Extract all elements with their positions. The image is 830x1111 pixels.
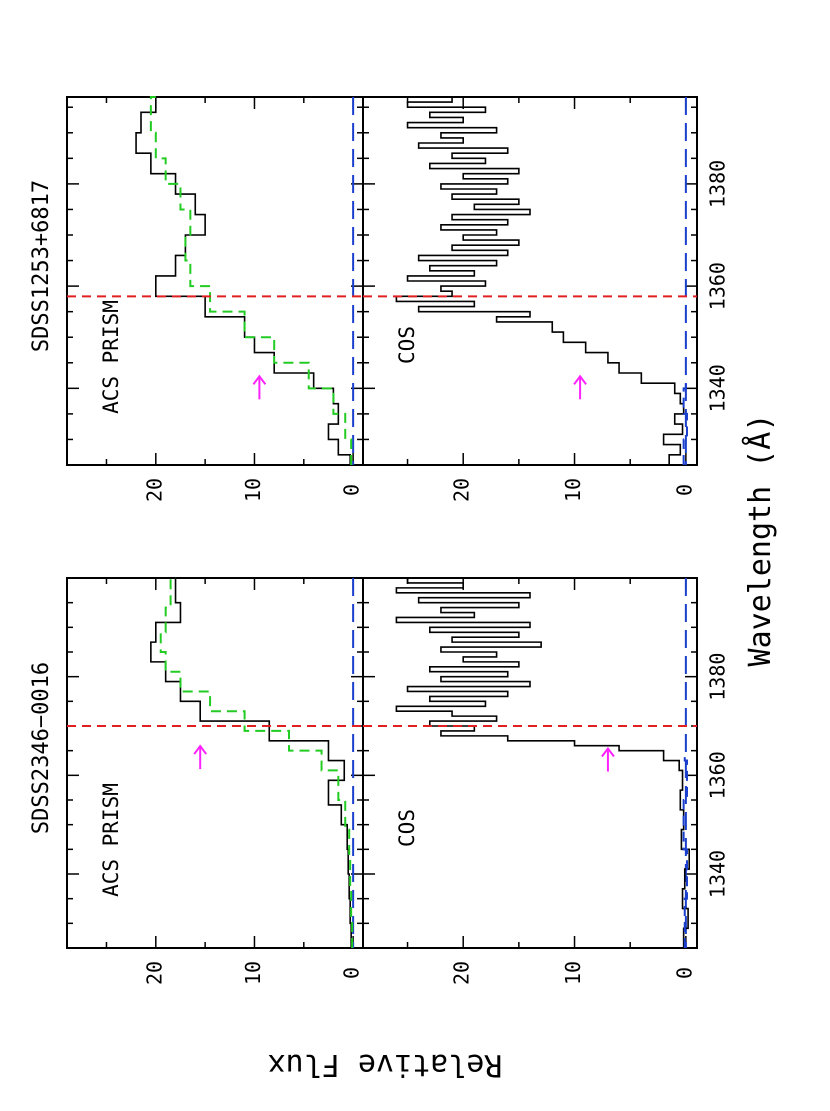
y-tick-label: 20	[450, 478, 474, 502]
arrow-marker	[193, 744, 207, 770]
y-tick-label: 0	[340, 967, 364, 979]
arrow-head	[252, 374, 267, 385]
panel-sdss2346_acs: 0 10 20 ACS PRISM SDSS2346−0016	[29, 577, 364, 985]
x-tick-label: 1380	[706, 160, 730, 208]
series-error	[682, 383, 688, 465]
x-tick-label: 1360	[706, 751, 730, 799]
y-tick-label: 10	[561, 961, 585, 985]
y-tick-label: 10	[241, 961, 265, 985]
y-tick-label: 0	[340, 484, 364, 496]
arrow-marker	[601, 746, 615, 772]
arrow-marker	[252, 374, 267, 400]
x-tick-label: 1380	[706, 653, 730, 701]
arrow-marker	[573, 374, 587, 400]
y-tick-label: 10	[241, 478, 265, 502]
panel-label: COS	[395, 326, 419, 364]
arrow-head	[573, 374, 587, 385]
arrow-head	[601, 746, 615, 758]
x-axis-label: Wavelength (Å)	[742, 414, 778, 667]
panel-label: ACS PRISM	[99, 783, 123, 897]
y-tick-label: 10	[561, 478, 585, 502]
panel-frame	[362, 577, 698, 949]
y-axis-label: Relative Flux	[268, 1047, 503, 1082]
x-tick-label: 1360	[706, 262, 730, 310]
object-title: SDSS1253+6817	[29, 180, 54, 352]
panels: 0 10 20 ACS PRISM SDSS2346−0016 0 10 20 1340 1360…	[29, 96, 730, 985]
y-tick-label: 20	[450, 961, 474, 985]
axis-labels: Relative Flux Wavelength (Å)	[268, 414, 778, 1082]
y-tick-label: 20	[142, 961, 166, 985]
series-model	[159, 577, 354, 948]
series-cos	[395, 577, 691, 948]
panel-frame	[362, 96, 698, 466]
series-model	[149, 96, 353, 465]
x-tick-label: 1340	[706, 850, 730, 898]
y-tick-label: 0	[672, 484, 696, 496]
panel-sdss1253_acs: 0 10 20 ACS PRISM SDSS1253+6817	[29, 96, 364, 502]
panel-sdss2346_cos: 0 10 20 1340 1360 1380 COS	[362, 577, 730, 985]
series-acs-prism	[135, 96, 351, 465]
panel-label: ACS PRISM	[99, 300, 123, 414]
x-tick-label: 1340	[706, 364, 730, 412]
y-tick-label: 20	[142, 478, 166, 502]
series-cos	[395, 96, 685, 465]
y-tick-label: 0	[672, 967, 696, 979]
series-error	[682, 755, 688, 948]
arrow-head	[193, 744, 207, 755]
object-title: SDSS2346−0016	[29, 662, 54, 834]
series-acs-prism	[150, 578, 352, 948]
panel-sdss1253_cos: 0 10 20 1340 1360 1380 COS	[362, 96, 730, 502]
panel-label: COS	[395, 809, 419, 847]
